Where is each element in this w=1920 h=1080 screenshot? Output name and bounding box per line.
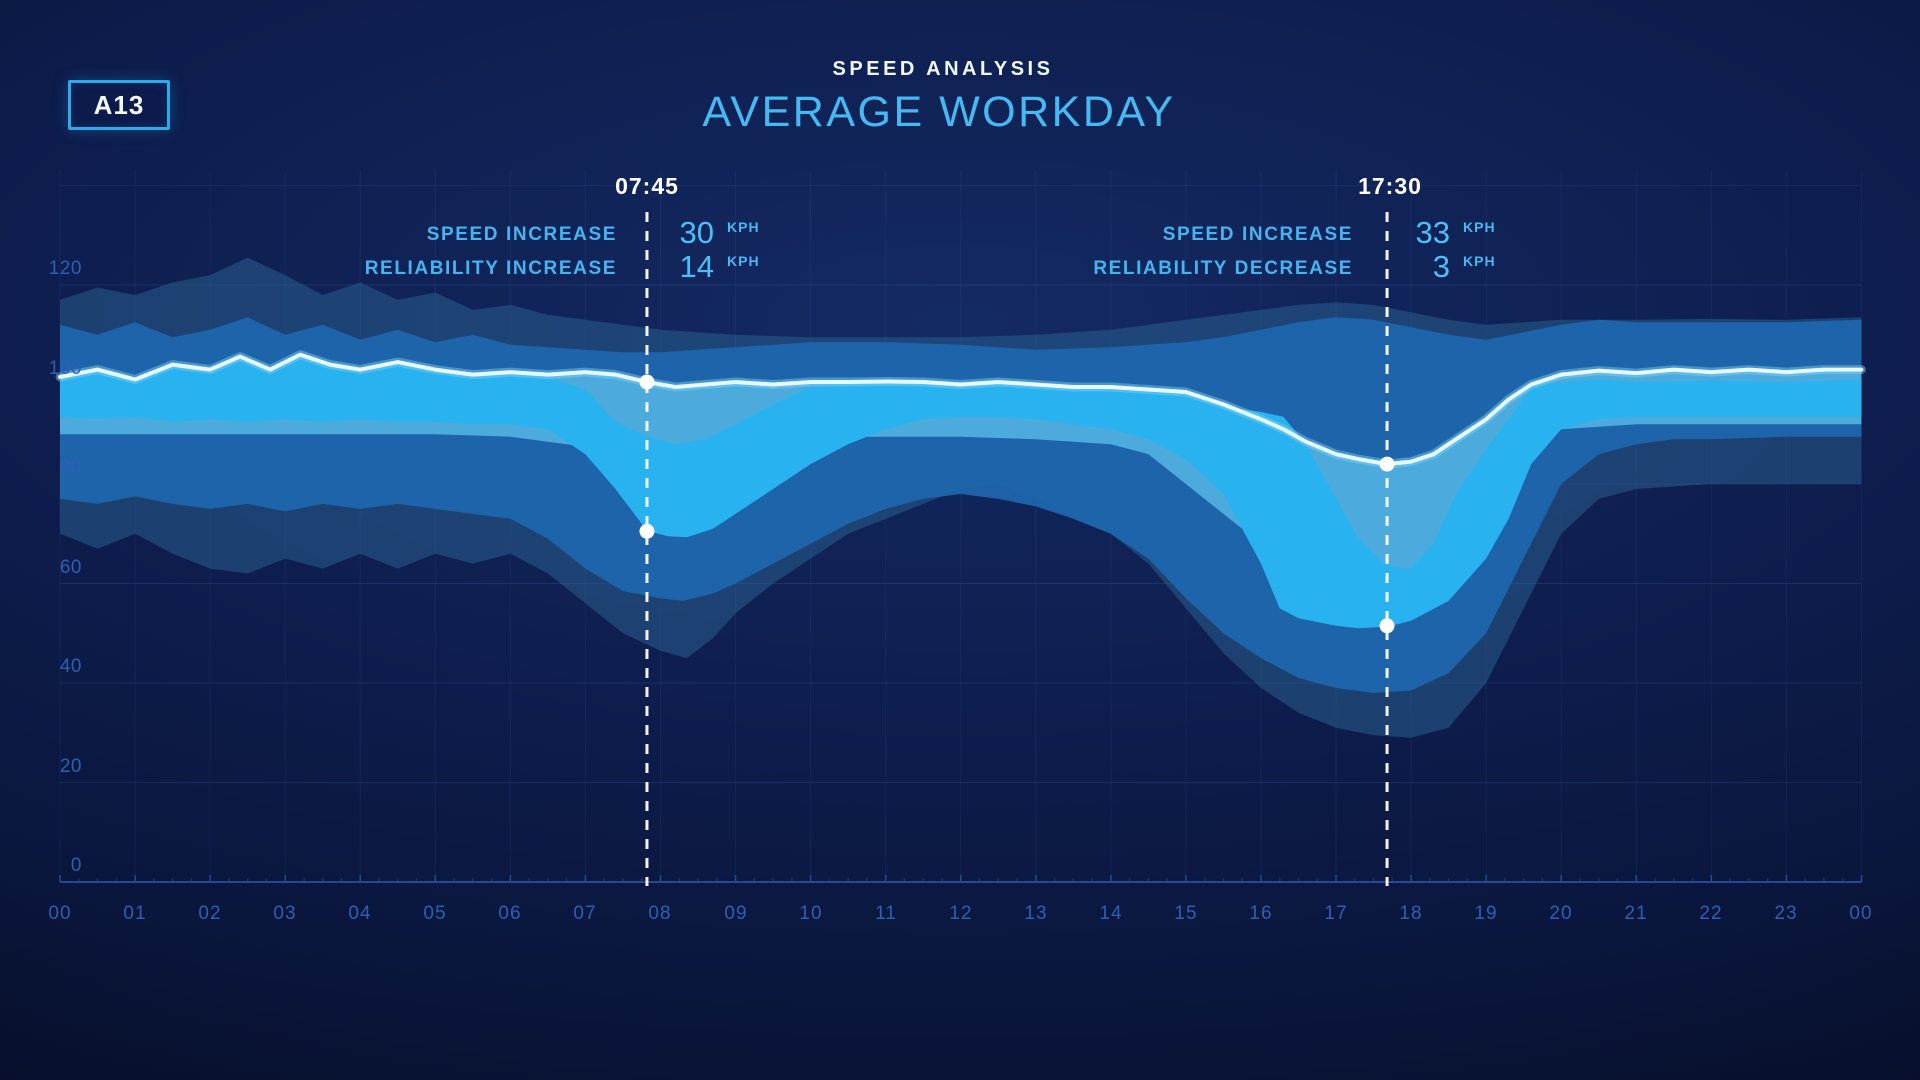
- x-axis-label: 18: [1399, 903, 1423, 924]
- annotation-label: SPEED INCREASE: [426, 223, 617, 245]
- x-axis-label: 02: [198, 903, 222, 924]
- x-axis-label: 04: [348, 903, 372, 924]
- x-axis-label: 00: [48, 903, 72, 924]
- morning-marker: [639, 212, 655, 886]
- x-axis-label: 13: [1024, 903, 1048, 924]
- page-title: AVERAGE WORKDAY: [702, 88, 1176, 136]
- x-axis-line: [59, 875, 1863, 883]
- annotation-unit: KPH: [727, 253, 760, 269]
- marker-dot: [639, 523, 655, 539]
- annotation-row: RELIABILITY DECREASE 3 KPH: [996, 249, 1496, 284]
- morning-annotation: SPEED INCREASE 30 KPH RELIABILITY INCREA…: [260, 215, 760, 289]
- x-axis-label: 22: [1699, 903, 1723, 924]
- annotation-unit: KPH: [1463, 253, 1496, 269]
- y-axis-label: 100: [48, 358, 82, 379]
- speed-band-bright: [60, 357, 1862, 629]
- x-axis-label: 08: [648, 903, 672, 924]
- annotation-unit: KPH: [1463, 219, 1496, 235]
- x-axis-label: 03: [273, 903, 297, 924]
- annotation-label: SPEED INCREASE: [1162, 223, 1353, 245]
- y-axis-label: 120: [48, 258, 82, 279]
- evening-marker-time: 17:30: [1358, 173, 1422, 199]
- annotation-value: 33: [1415, 215, 1450, 250]
- y-axis-label: 40: [59, 656, 82, 677]
- x-axis-label: 05: [423, 903, 447, 924]
- x-axis-label: 14: [1099, 903, 1123, 924]
- morning-marker-time: 07:45: [615, 173, 679, 199]
- y-axis-label: 80: [59, 457, 82, 478]
- x-axis-label: 17: [1324, 903, 1348, 924]
- x-axis-label: 19: [1474, 903, 1498, 924]
- x-axis-label: 01: [123, 903, 147, 924]
- y-axis-label: 20: [59, 756, 82, 777]
- marker-dot: [639, 374, 655, 390]
- evening-annotation: SPEED INCREASE 33 KPH RELIABILITY DECREA…: [996, 215, 1496, 289]
- annotation-value: 3: [1432, 249, 1450, 284]
- x-axis-label: 00: [1849, 903, 1873, 924]
- x-axis-label: 20: [1549, 903, 1573, 924]
- x-axis-label: 15: [1174, 903, 1198, 924]
- annotation-label: RELIABILITY INCREASE: [364, 257, 617, 279]
- marker-dot: [1379, 456, 1395, 472]
- chart-kicker: SPEED ANALYSIS: [832, 58, 1054, 80]
- evening-marker: [1379, 212, 1395, 886]
- y-axis-label: 0: [70, 855, 82, 876]
- annotation-row: SPEED INCREASE 33 KPH: [996, 215, 1496, 250]
- x-axis-label: 09: [724, 903, 748, 924]
- x-axis-label: 12: [949, 903, 973, 924]
- road-badge-label: A13: [93, 89, 145, 120]
- x-axis-label: 23: [1774, 903, 1798, 924]
- x-axis-label: 21: [1624, 903, 1648, 924]
- average-speed-line: [55, 350, 1866, 469]
- x-axis-label: 16: [1249, 903, 1273, 924]
- annotation-label: RELIABILITY DECREASE: [1093, 257, 1353, 279]
- x-axis-label: 10: [799, 903, 823, 924]
- annotation-row: RELIABILITY INCREASE 14 KPH: [260, 249, 760, 284]
- road-badge: A13: [68, 80, 170, 130]
- annotation-value: 14: [679, 249, 714, 284]
- x-axis-label: 11: [875, 903, 897, 924]
- marker-dot: [1379, 618, 1395, 634]
- annotation-unit: KPH: [727, 219, 760, 235]
- y-axis-label: 60: [59, 557, 82, 578]
- x-axis-label: 07: [573, 903, 597, 924]
- x-axis-label: 06: [498, 903, 522, 924]
- annotation-row: SPEED INCREASE 30 KPH: [260, 215, 760, 250]
- speed-bands: [60, 257, 1862, 738]
- annotation-value: 30: [679, 215, 714, 250]
